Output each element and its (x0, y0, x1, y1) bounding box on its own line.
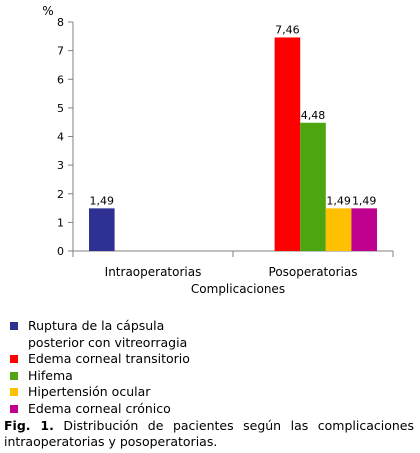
data-label: 4,48 (301, 109, 326, 122)
legend-label: Edema corneal transitorio (28, 351, 190, 366)
y-tick-label: 1 (57, 216, 64, 229)
legend-item: Edema corneal crónico (8, 401, 308, 418)
y-tick-label: 2 (57, 188, 64, 201)
data-label: 1,49 (326, 194, 351, 207)
legend-label: Hifema (28, 367, 73, 383)
legend-label: Edema corneal crónico (28, 400, 171, 416)
legend-item: Hifema (8, 368, 308, 385)
y-tick-label: 8 (57, 16, 64, 29)
chart-axes: 0 1 2 3 4 5 6 7 8% Intraoperatorias Posoperatorias… (42, 4, 394, 296)
legend-swatch (10, 388, 18, 396)
y-tick-label: 5 (57, 102, 64, 115)
bar (274, 37, 301, 251)
legend-label: Ruptura de la cápsula (28, 318, 165, 333)
legend-item: Edema corneal transitorio (8, 351, 308, 368)
legend: Ruptura de la cápsula posterior con vitre… (8, 318, 308, 417)
data-label: 7,46 (275, 23, 300, 36)
legend-swatch (10, 322, 18, 330)
bar (325, 208, 352, 251)
y-tick-label: 7 (57, 45, 64, 58)
y-axis-label: % (42, 4, 53, 18)
legend-item: Hipertensión ocular (8, 384, 308, 401)
caption-text: Distribución de pacientes según las comp… (4, 418, 415, 449)
data-label: 1,49 (90, 194, 115, 207)
figure-caption: Fig. 1. Distribución de pacientes según … (4, 418, 414, 450)
legend-swatch (10, 355, 18, 363)
bar-chart: 0 1 2 3 4 5 6 7 8% Intraoperatorias Posoperatorias… (42, 4, 394, 296)
x-tick-label: Posoperatorias (269, 265, 358, 279)
x-axis-label: Complicaciones (191, 282, 285, 296)
y-tick-label: 0 (57, 245, 64, 258)
y-tick-label: 3 (57, 159, 64, 172)
caption-lead: Fig. 1. (4, 418, 54, 433)
legend-label: posterior con vitreorragia (28, 334, 188, 350)
legend-swatch (10, 404, 18, 413)
y-tick-label: 4 (57, 131, 64, 144)
legend-item: Ruptura de la cápsula posterior con vitre… (8, 318, 308, 351)
chart-bars (89, 37, 377, 251)
y-tick-label: 6 (57, 73, 64, 86)
chart-labels: 1,497,464,481,49 1,49 (90, 23, 377, 207)
legend-label: Hipertensión ocular (28, 384, 151, 399)
bar (89, 208, 115, 251)
legend-swatch (10, 371, 18, 380)
bar (351, 208, 377, 251)
bar (300, 122, 326, 251)
data-label: 1,49 (352, 194, 377, 207)
x-tick-label: Intraoperatorias (105, 265, 202, 279)
